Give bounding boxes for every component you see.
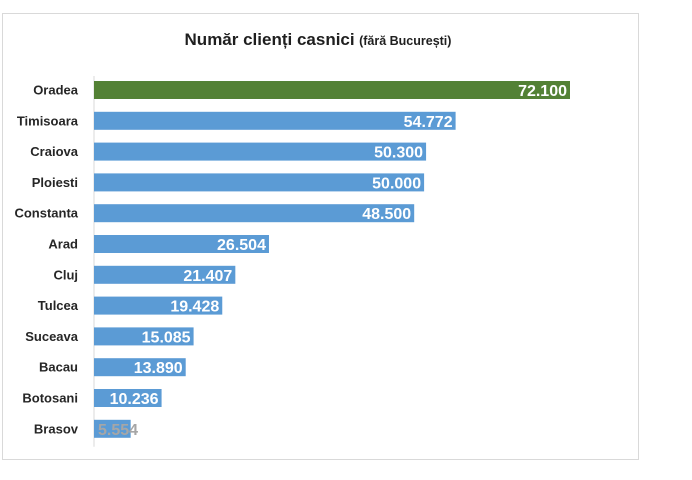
bar-arad — [94, 235, 269, 253]
data-label-cluj: 21.407 — [183, 268, 232, 285]
bar-oradea — [94, 81, 570, 99]
bar-bacau — [94, 358, 186, 377]
category-label-suceava: Suceava — [25, 329, 79, 344]
bar-cluj — [94, 265, 236, 284]
data-label-arad: 26.504 — [217, 237, 266, 254]
data-label-ploiesti: 50.000 — [372, 175, 421, 192]
data-label-craiova: 50.300 — [374, 145, 423, 162]
category-label-ploiesti: Ploiesti — [32, 175, 78, 190]
category-label-arad: Arad — [48, 237, 78, 252]
category-label-tulcea: Tulcea — [38, 298, 79, 313]
data-label-constanta: 48.500 — [362, 206, 411, 223]
bar-brasov — [94, 419, 131, 438]
bar-ploiesti — [94, 173, 425, 192]
data-label-tulcea: 19.428 — [170, 299, 219, 316]
data-label-suceava: 15.085 — [142, 329, 191, 346]
bar-craiova — [94, 142, 427, 161]
category-label-botosani: Botosani — [22, 391, 78, 406]
chart-title: Număr clienți casnici (fără București) — [0, 30, 636, 50]
bar-suceava — [94, 327, 194, 346]
data-label-oradea: 72.100 — [518, 83, 567, 100]
category-label-cluj: Cluj — [53, 267, 78, 282]
chart-title-main: Număr clienți casnici — [184, 30, 355, 49]
bar-constanta — [94, 204, 415, 223]
data-label-brasov: 5.554 — [98, 422, 138, 439]
category-label-timisoara: Timisoara — [17, 113, 79, 128]
category-label-bacau: Bacau — [39, 360, 78, 375]
category-label-craiova: Craiova — [30, 144, 78, 159]
data-label-bacau: 13.890 — [134, 360, 183, 377]
bar-tulcea — [94, 296, 223, 315]
data-label-timisoara: 54.772 — [404, 114, 453, 131]
chart-subtitle: (fără București) — [359, 34, 452, 48]
category-label-oradea: Oradea — [33, 83, 79, 98]
bar-botosani — [94, 389, 162, 407]
bar-timisoara — [94, 111, 456, 130]
category-label-brasov: Brasov — [34, 421, 79, 436]
category-label-constanta: Constanta — [14, 206, 78, 221]
data-label-botosani: 10.236 — [110, 391, 159, 408]
